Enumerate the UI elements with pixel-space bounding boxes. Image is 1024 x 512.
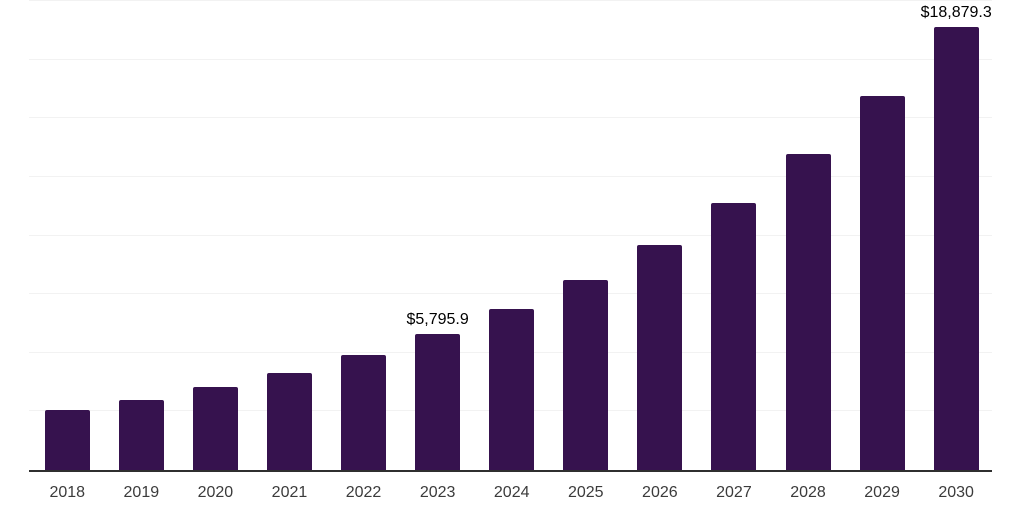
x-tick-2022: 2022: [345, 484, 382, 501]
x-tick-2021: 2021: [271, 484, 308, 501]
x-tick-2023: 2023: [419, 484, 456, 501]
gridline: [29, 0, 992, 1]
bar-2026: [637, 245, 683, 470]
bar-2028: [785, 153, 831, 470]
bar-2018: [44, 409, 90, 470]
data-label-2023: $5,795.9: [406, 311, 469, 329]
bar-2021: [266, 372, 312, 470]
gridline: [29, 293, 992, 295]
gridline: [29, 117, 992, 119]
gridline: [29, 234, 992, 236]
x-tick-2025: 2025: [567, 484, 604, 501]
bar-2024: [489, 309, 535, 470]
gridline: [29, 175, 992, 177]
bar-2027: [711, 202, 757, 470]
bar-2030: [933, 27, 979, 470]
bar-2019: [118, 399, 164, 470]
x-tick-2026: 2026: [642, 484, 678, 501]
bar-2022: [341, 354, 387, 470]
plot-area: $5,795.9 $18,879.3: [29, 0, 992, 472]
x-axis-line: [29, 470, 992, 472]
x-tick-2018: 2018: [49, 484, 86, 501]
gridline: [29, 58, 992, 60]
bar-2029: [859, 95, 905, 470]
data-label-2030: $18,879.3: [920, 4, 992, 22]
x-tick-2027: 2027: [716, 484, 752, 501]
x-tick-2020: 2020: [197, 484, 234, 501]
x-tick-2024: 2024: [493, 484, 530, 501]
bar-2020: [192, 387, 238, 470]
x-tick-2019: 2019: [123, 484, 160, 501]
bar-2025: [563, 279, 609, 470]
bar-2023: [415, 334, 461, 470]
x-tick-2029: 2029: [864, 484, 900, 501]
x-tick-2028: 2028: [790, 484, 826, 501]
x-tick-2030: 2030: [938, 484, 974, 501]
